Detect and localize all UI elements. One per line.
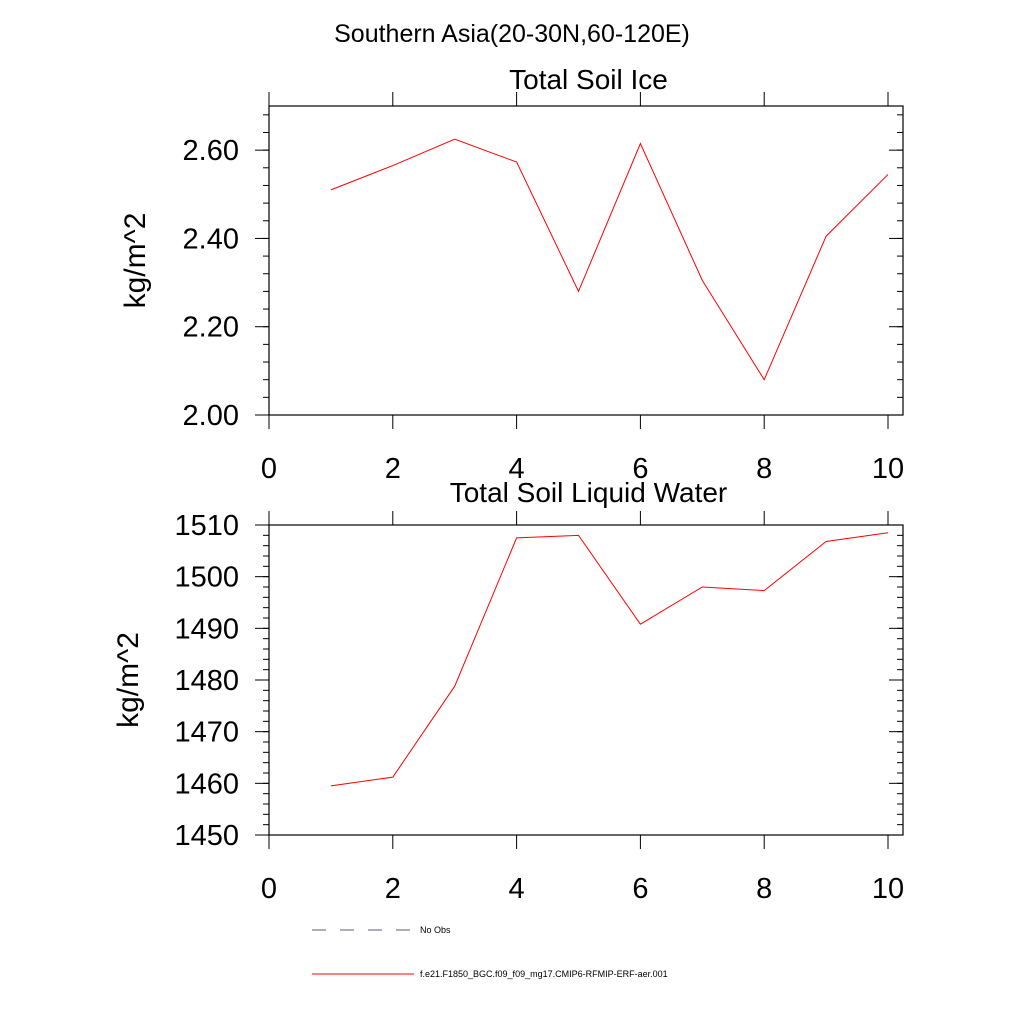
x-tick-label: 8 (756, 873, 772, 905)
y-tick-label: 1500 (174, 562, 239, 594)
plot-frame (268, 524, 904, 836)
y-tick-label: 1460 (174, 768, 239, 800)
y-tick-label: 2.40 (183, 223, 239, 255)
chart-panel-total-soil-liquid-water: Total Soil Liquid Water 0 2 4 6 8 10 1450 1460 14… (112, 477, 904, 905)
chart-title: Total Soil Liquid Water (450, 477, 728, 508)
x-tick-label: 10 (872, 453, 904, 485)
x-tick-label: 4 (509, 873, 525, 905)
x-tick-label: 6 (632, 873, 648, 905)
y-tick-label: 1450 (174, 820, 239, 852)
x-tick-label: 0 (261, 453, 277, 485)
x-tick-label: 4 (509, 453, 525, 485)
x-tick-label: 2 (385, 873, 401, 905)
y-axis-label: kg/m^2 (112, 632, 145, 728)
x-tick-label: 2 (385, 453, 401, 485)
figure-title: Southern Asia(20-30N,60-120E) (334, 20, 690, 48)
legend-label-no-obs: No Obs (420, 925, 451, 935)
x-tick-label: 0 (261, 873, 277, 905)
legend: No Obs f.e21.F1850_BGC.f09_f09_mg17.CMIP… (312, 925, 668, 979)
plot-frame (268, 105, 904, 416)
x-tick-label: 10 (872, 873, 904, 905)
y-tick-label: 1470 (174, 717, 239, 749)
y-tick-label: 1510 (174, 510, 239, 542)
y-tick-label: 2.60 (183, 135, 239, 167)
chart-title: Total Soil Ice (509, 64, 668, 95)
y-tick-label: 2.00 (183, 400, 239, 432)
legend-label-model-run: f.e21.F1850_BGC.f09_f09_mg17.CMIP6-RFMIP… (420, 969, 668, 979)
series-line (330, 532, 889, 787)
y-axis-label: kg/m^2 (119, 213, 152, 309)
y-tick-label: 1480 (174, 665, 239, 697)
y-tick-label: 2.20 (183, 312, 239, 344)
series-line (330, 138, 889, 381)
x-tick-label: 8 (756, 453, 772, 485)
chart-panel-total-soil-ice: Total Soil Ice 0 2 4 6 8 10 2.00 2.20 2.40 2.60 kg/… (119, 64, 904, 485)
x-tick-label: 6 (632, 453, 648, 485)
y-tick-label: 1490 (174, 613, 239, 645)
